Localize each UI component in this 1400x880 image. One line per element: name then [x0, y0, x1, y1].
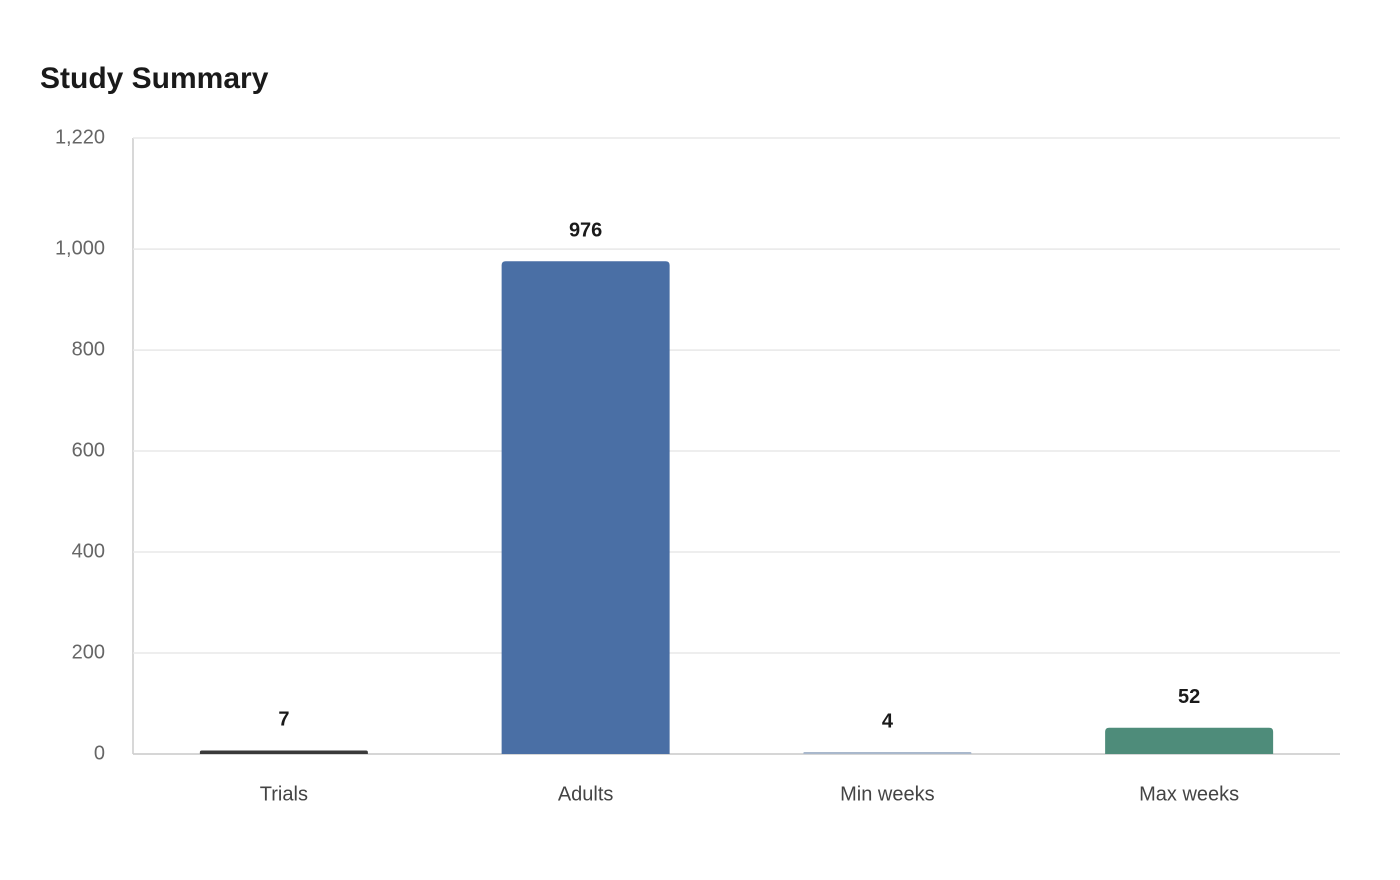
bar	[1105, 727, 1274, 754]
y-tick-label: 800	[72, 338, 105, 360]
y-tick-label: 600	[72, 439, 105, 461]
chart-title: Study Summary	[40, 62, 269, 95]
value-label: 4	[882, 710, 894, 732]
x-tick-label: Min weeks	[840, 783, 934, 805]
bar	[803, 751, 972, 754]
y-tick-label: 1,000	[55, 237, 105, 259]
y-tick-label: 1,220	[55, 126, 105, 148]
y-tick-label: 0	[94, 742, 105, 764]
value-label: 52	[1178, 686, 1200, 708]
bar	[199, 750, 368, 754]
y-tick-label: 400	[72, 540, 105, 562]
value-label: 976	[569, 219, 602, 241]
value-label: 7	[278, 709, 289, 731]
x-tick-label: Max weeks	[1139, 783, 1239, 805]
bar	[501, 261, 670, 754]
y-tick-label: 200	[72, 641, 105, 663]
x-tick-label: Trials	[260, 783, 308, 805]
x-tick-label: Adults	[558, 783, 614, 805]
